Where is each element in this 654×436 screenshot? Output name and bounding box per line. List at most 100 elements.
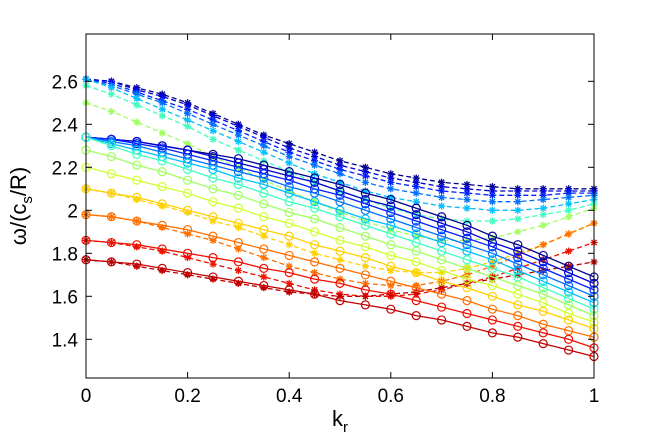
data-point xyxy=(386,276,396,286)
data-point xyxy=(565,193,573,201)
data-point xyxy=(259,173,269,183)
data-point xyxy=(437,302,447,312)
data-point xyxy=(462,220,472,230)
data-point xyxy=(488,191,496,199)
data-point xyxy=(184,109,192,118)
data-point xyxy=(184,122,192,131)
data-point xyxy=(311,161,319,169)
data-point xyxy=(234,131,242,139)
data-point xyxy=(513,259,523,269)
data-point xyxy=(310,289,320,299)
data-point xyxy=(208,173,218,183)
data-point xyxy=(462,227,472,237)
data-point xyxy=(539,195,547,204)
data-point xyxy=(259,179,269,190)
data-point xyxy=(462,263,472,273)
data-point xyxy=(233,257,243,267)
data-point xyxy=(284,218,294,228)
data-point xyxy=(360,270,370,280)
x-tick-label: 0.8 xyxy=(479,386,505,407)
data-point xyxy=(538,339,548,349)
data-point xyxy=(133,94,141,103)
data-point xyxy=(462,308,472,319)
data-point xyxy=(208,212,218,222)
data-point xyxy=(563,345,574,355)
data-point xyxy=(310,197,320,207)
x-tick-label: 0.2 xyxy=(174,386,200,407)
data-point xyxy=(259,199,269,209)
data-point xyxy=(132,192,142,202)
data-point xyxy=(463,189,471,197)
series-line-18 xyxy=(85,166,595,323)
x-axis-label-main: k xyxy=(332,406,344,431)
data-point xyxy=(513,253,523,263)
data-point xyxy=(488,206,496,214)
data-point xyxy=(513,289,523,299)
data-point xyxy=(335,246,345,256)
series-22 xyxy=(81,255,599,362)
data-point xyxy=(538,283,548,293)
data-point xyxy=(386,240,396,250)
data-point xyxy=(514,206,522,214)
data-point xyxy=(513,246,523,256)
data-point xyxy=(209,127,217,135)
series-line-1 xyxy=(85,78,594,192)
data-point xyxy=(106,169,117,179)
data-point xyxy=(260,273,268,281)
data-point xyxy=(563,293,574,304)
data-point xyxy=(538,289,548,299)
data-point xyxy=(132,175,142,185)
data-point xyxy=(259,263,269,273)
data-point xyxy=(133,118,141,126)
data-point xyxy=(106,188,117,198)
data-point xyxy=(411,229,421,239)
plot-frame xyxy=(85,33,595,379)
data-point xyxy=(387,185,395,193)
data-point xyxy=(260,142,268,150)
data-point xyxy=(233,179,243,190)
data-point xyxy=(106,212,117,222)
data-point xyxy=(285,241,293,249)
data-point xyxy=(106,141,117,151)
data-point xyxy=(487,291,497,301)
data-point xyxy=(284,268,294,278)
data-point xyxy=(538,270,548,280)
y-axis-label-pre: ω/(c xyxy=(6,204,31,246)
data-point xyxy=(411,311,421,321)
data-point xyxy=(438,187,446,195)
data-point xyxy=(412,189,420,197)
x-tick-label: 0 xyxy=(81,386,92,407)
data-point xyxy=(538,263,548,273)
data-point xyxy=(411,203,421,213)
data-point xyxy=(259,188,269,198)
data-point xyxy=(538,250,548,261)
data-point xyxy=(361,178,369,186)
data-point xyxy=(208,231,218,241)
data-point xyxy=(411,222,421,233)
data-point xyxy=(538,306,548,316)
data-point xyxy=(233,190,243,200)
series-15 xyxy=(81,132,599,308)
data-point xyxy=(462,233,472,243)
series-line-21 xyxy=(85,239,595,349)
data-point xyxy=(563,334,574,344)
data-point xyxy=(563,315,574,325)
data-point xyxy=(386,207,396,218)
data-point xyxy=(563,261,574,271)
data-point xyxy=(107,107,115,115)
y-axis-label-sub: s xyxy=(19,196,36,204)
data-point xyxy=(132,259,142,269)
data-point xyxy=(513,265,523,276)
data-point xyxy=(183,188,193,198)
data-point xyxy=(132,149,142,159)
data-point xyxy=(310,177,320,187)
data-point xyxy=(260,254,268,262)
data-point xyxy=(335,179,345,190)
data-point xyxy=(387,178,395,186)
data-point xyxy=(437,265,447,276)
y-tick-label: 1.6 xyxy=(52,287,78,308)
data-point xyxy=(106,257,117,267)
data-point xyxy=(437,255,447,265)
data-point xyxy=(411,210,421,220)
data-point xyxy=(335,235,345,245)
